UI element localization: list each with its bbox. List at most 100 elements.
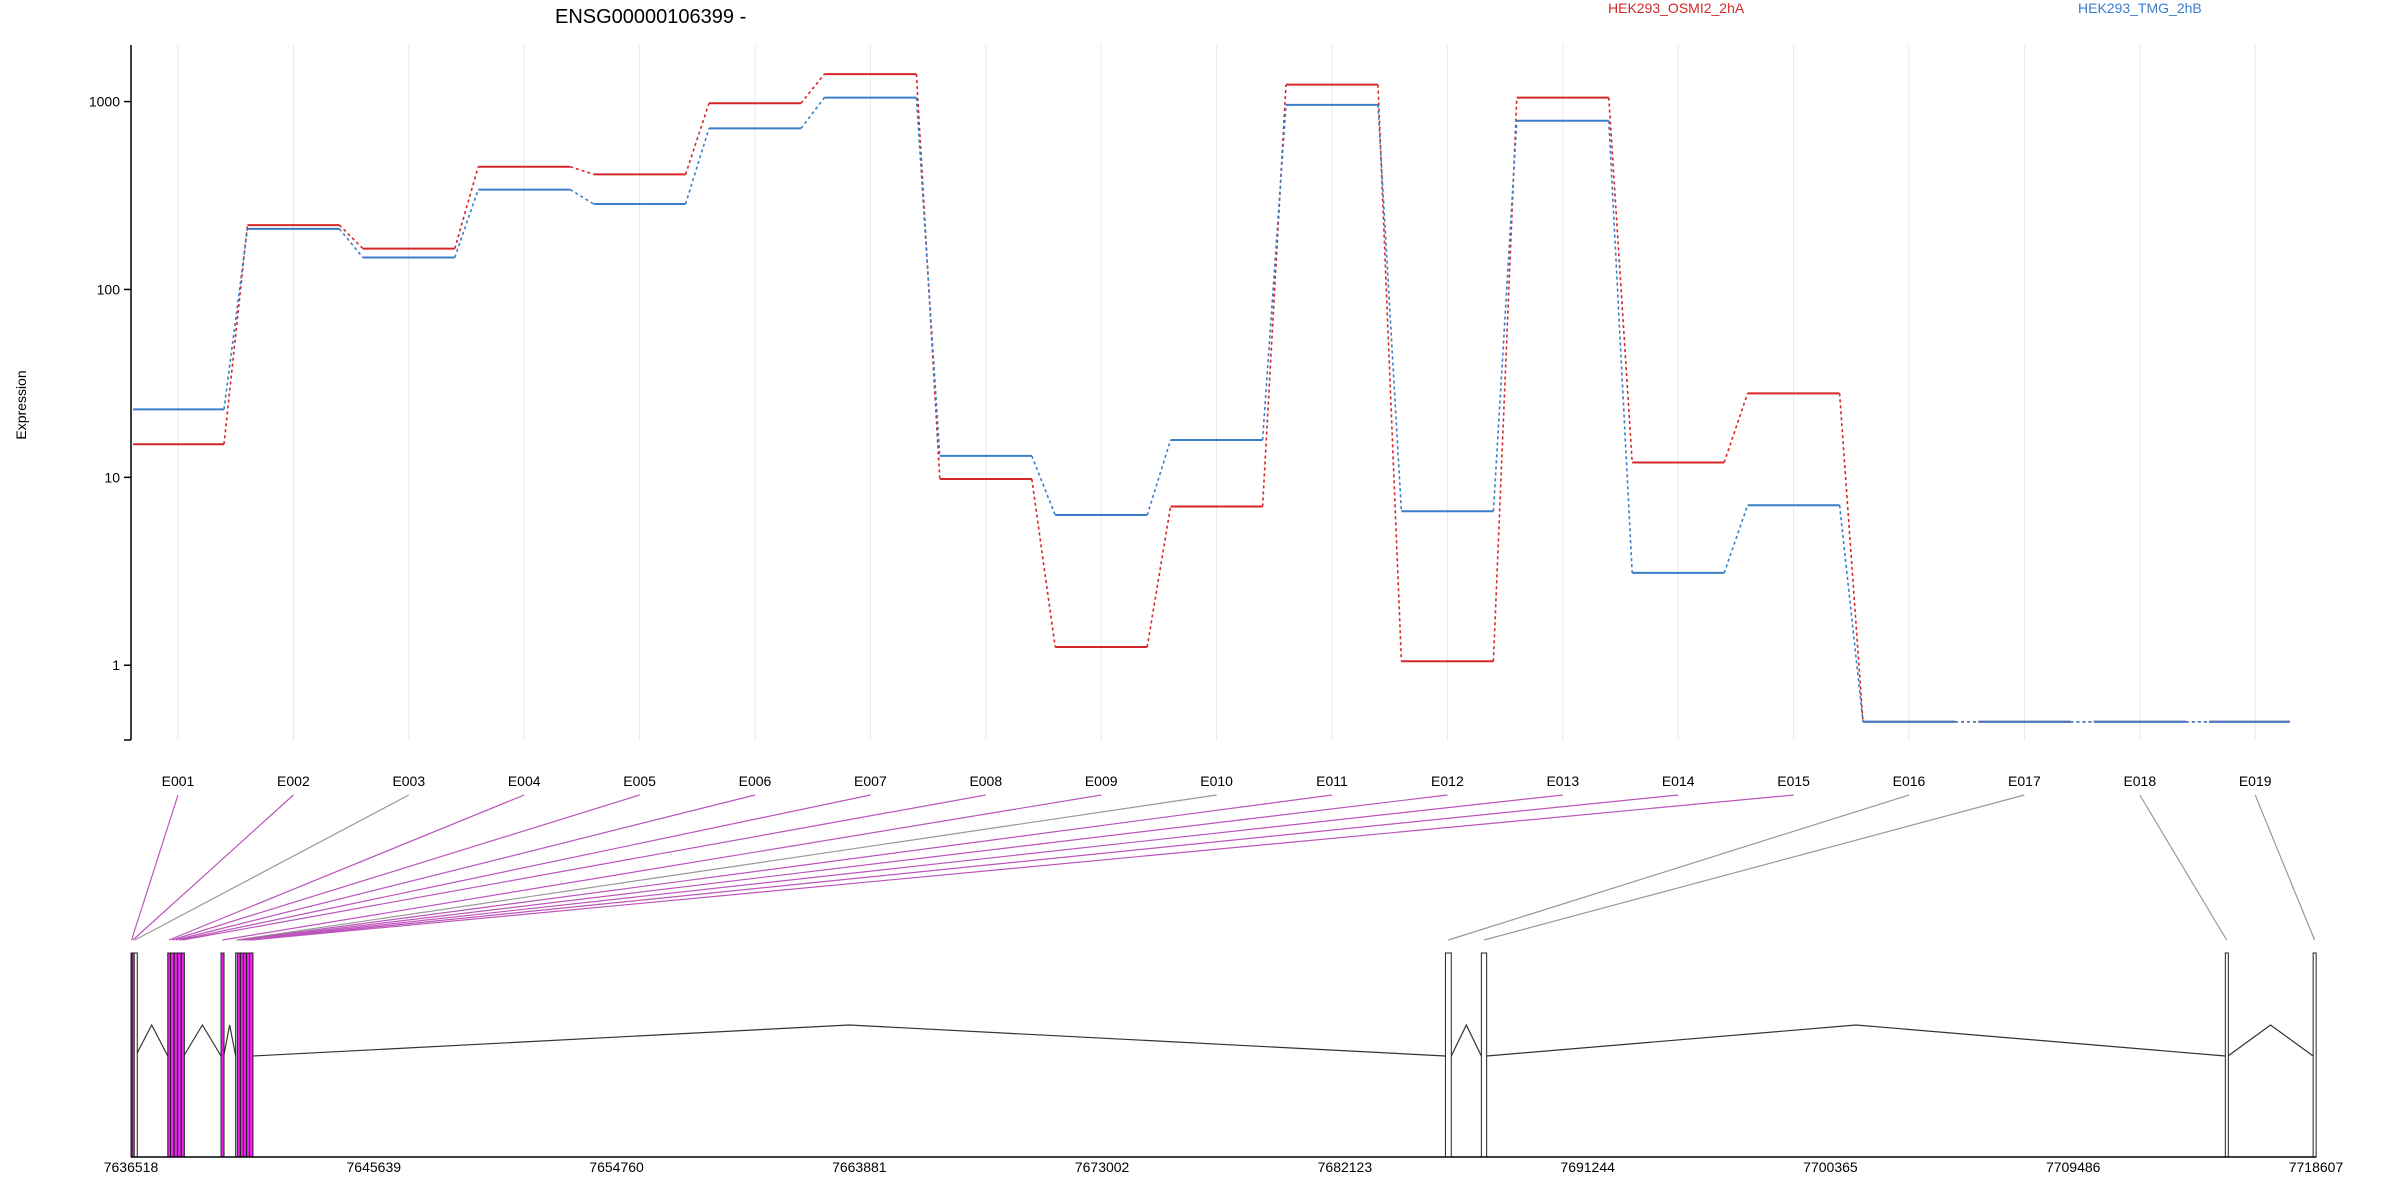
genomic-tick-label: 7654760 bbox=[589, 1159, 644, 1175]
series-connector bbox=[684, 102, 710, 175]
series-connector bbox=[1723, 505, 1749, 574]
exon-labels: E001 E002 E003 E004 E005 E006 E007 E008 E009 E010… bbox=[162, 773, 2272, 789]
series-connector bbox=[1031, 478, 1056, 648]
exon-box-E008 bbox=[180, 952, 185, 1158]
exon-connector-line bbox=[251, 794, 1794, 941]
exon-connector-line bbox=[2254, 794, 2316, 941]
series-2 bbox=[133, 96, 2290, 723]
exon-label-E005: E005 bbox=[623, 773, 656, 789]
series-connector bbox=[1146, 506, 1172, 648]
series-connector bbox=[569, 188, 595, 205]
exon-box-E015 bbox=[249, 952, 254, 1158]
exon-connector-line bbox=[134, 794, 410, 941]
series-connector bbox=[1261, 104, 1287, 441]
series-connector bbox=[454, 189, 479, 258]
exon-connector-line bbox=[175, 794, 756, 941]
exon-connector-line bbox=[168, 794, 525, 941]
intron-line bbox=[252, 1024, 1446, 1057]
series-connector bbox=[1377, 104, 1403, 512]
series-connector bbox=[1261, 84, 1287, 507]
exon-box-E016 bbox=[1444, 952, 1452, 1158]
series-connector bbox=[800, 73, 826, 104]
series-connector bbox=[1838, 505, 1864, 722]
exon-connector-line bbox=[222, 794, 1102, 941]
gene-model bbox=[130, 952, 2317, 1158]
series-1 bbox=[133, 73, 2290, 723]
exon-connector-line bbox=[182, 794, 986, 941]
series-connector bbox=[338, 224, 364, 250]
y-axis: 1 10 100 1000 bbox=[89, 45, 132, 741]
exon-label-E014: E014 bbox=[1662, 773, 1695, 789]
y-tick-label: 1000 bbox=[89, 94, 120, 110]
series-connector bbox=[915, 97, 941, 456]
intron-line bbox=[223, 1024, 237, 1057]
exon-box-E006 bbox=[173, 952, 178, 1158]
exon-connector-line bbox=[238, 794, 1333, 941]
exon-box-E019 bbox=[2312, 952, 2317, 1158]
genomic-tick-label: 7673002 bbox=[1075, 1159, 1130, 1175]
exon-connector-line bbox=[2139, 794, 2228, 941]
exon-label-E006: E006 bbox=[739, 773, 772, 789]
exon-label-E010: E010 bbox=[1200, 773, 1233, 789]
exon-connector-line bbox=[241, 794, 1448, 941]
exon-label-E015: E015 bbox=[1777, 773, 1810, 789]
series-connector bbox=[1723, 393, 1749, 463]
exon-label-E003: E003 bbox=[392, 773, 425, 789]
exon-box-E005 bbox=[169, 952, 175, 1158]
genomic-tick-label: 7700365 bbox=[1803, 1159, 1858, 1175]
series-connector bbox=[1838, 393, 1864, 722]
vertical-grid bbox=[177, 45, 2256, 740]
genomic-tick-label: 7709486 bbox=[2046, 1159, 2101, 1175]
genomic-tick-label: 7636518 bbox=[104, 1159, 159, 1175]
chart-title: ENSG00000106399 - bbox=[555, 6, 746, 28]
genomic-tick-label: 7691244 bbox=[1560, 1159, 1615, 1175]
exon-connector-line bbox=[171, 794, 640, 941]
series-connector bbox=[569, 165, 594, 176]
exon-label-E001: E001 bbox=[162, 773, 195, 789]
exon-label-E017: E017 bbox=[2008, 773, 2041, 789]
intron-line bbox=[2227, 1024, 2314, 1057]
exon-connectors bbox=[130, 794, 2316, 941]
exon-box-E013 bbox=[242, 952, 247, 1158]
series-connector bbox=[915, 74, 941, 480]
genomic-tick-label: 7682123 bbox=[1318, 1159, 1373, 1175]
series-connector bbox=[1031, 455, 1056, 516]
y-tick-label: 10 bbox=[104, 469, 120, 485]
exon-connector-line bbox=[130, 794, 179, 941]
series-connector bbox=[223, 225, 249, 445]
intron-line bbox=[1450, 1023, 1482, 1057]
exon-connector-line bbox=[179, 794, 871, 941]
y-tick-label: 100 bbox=[97, 281, 121, 297]
intron-line bbox=[183, 1023, 222, 1057]
exon-label-E008: E008 bbox=[969, 773, 1002, 789]
exon-label-E009: E009 bbox=[1085, 773, 1118, 789]
legend-entry-tmg: HEK293_TMG_2hB bbox=[2078, 0, 2202, 16]
exon-box-E009 bbox=[220, 952, 225, 1158]
exon-label-E019: E019 bbox=[2239, 773, 2272, 789]
genomic-tick-label: 7718607 bbox=[2289, 1159, 2344, 1175]
genomic-tick-label: 7645639 bbox=[347, 1159, 402, 1175]
intron-line bbox=[1486, 1024, 2226, 1057]
legend-entry-osmi2: HEK293_OSMI2_2hA bbox=[1608, 0, 1745, 16]
exon-box-E011 bbox=[236, 952, 241, 1158]
exon-label-E002: E002 bbox=[277, 773, 310, 789]
series-connector bbox=[1146, 439, 1172, 516]
series-connector bbox=[1377, 84, 1403, 662]
series-lines bbox=[133, 73, 2290, 723]
exon-label-E018: E018 bbox=[2123, 773, 2156, 789]
exon-label-E004: E004 bbox=[508, 773, 541, 789]
exon-box-E003 bbox=[133, 952, 138, 1158]
exon-label-E013: E013 bbox=[1546, 773, 1579, 789]
genomic-tick-label: 7663881 bbox=[832, 1159, 887, 1175]
exon-connector-line bbox=[1448, 794, 1910, 941]
series-connector bbox=[1608, 97, 1633, 463]
exon-connector-line bbox=[132, 794, 294, 941]
series-connector bbox=[1492, 97, 1518, 662]
exon-connector-line bbox=[1483, 794, 2025, 941]
exon-box-E017 bbox=[1480, 952, 1488, 1158]
exon-connector-line bbox=[236, 794, 1217, 941]
exon-connector-line bbox=[244, 794, 1563, 941]
exon-label-E012: E012 bbox=[1431, 773, 1464, 789]
exon-label-E011: E011 bbox=[1316, 773, 1348, 789]
genomic-axis: 7636518 7645639 7654760 7663881 7673002 76821… bbox=[104, 1156, 2344, 1175]
